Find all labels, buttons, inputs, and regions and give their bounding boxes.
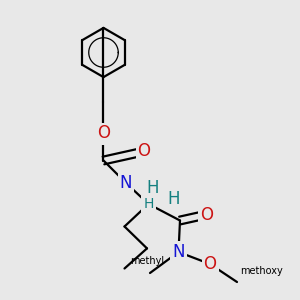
Text: H: H	[167, 190, 180, 208]
Text: N: N	[120, 174, 132, 192]
Text: methyl: methyl	[130, 256, 164, 266]
Text: O: O	[203, 255, 217, 273]
Text: N: N	[172, 243, 185, 261]
Text: methoxy: methoxy	[240, 266, 283, 277]
Text: O: O	[97, 124, 110, 142]
Text: O: O	[137, 142, 151, 160]
Text: H: H	[143, 197, 154, 211]
Text: O: O	[200, 206, 214, 224]
Text: H: H	[147, 179, 159, 197]
